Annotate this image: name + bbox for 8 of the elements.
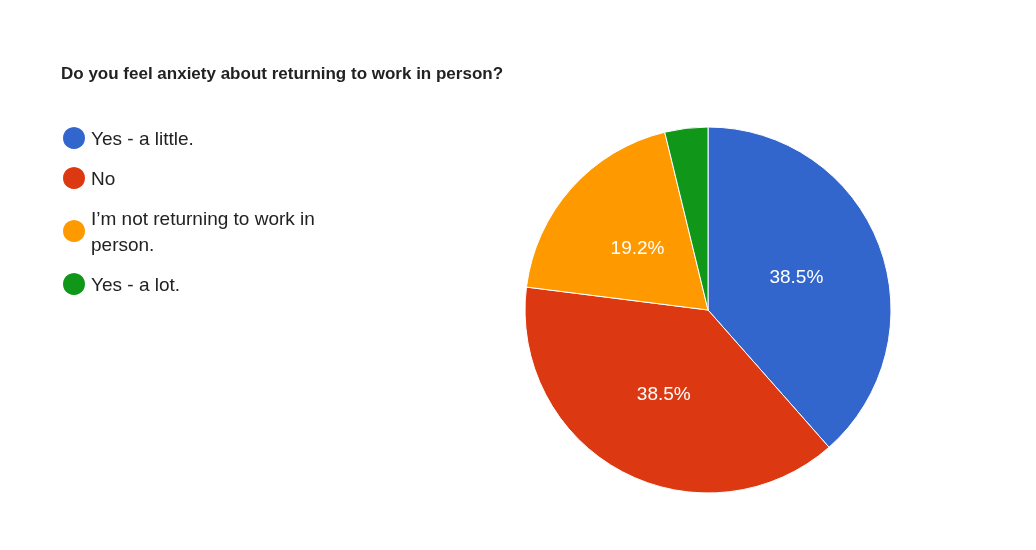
data-label: 38.5%: [769, 266, 824, 288]
legend-label: Yes - a lot.: [91, 273, 181, 295]
chart-title: Do you feel anxiety about returning to work in person?: [61, 64, 504, 83]
legend-label: No: [91, 167, 116, 189]
legend-label: I’m not returning to work in person.: [91, 207, 321, 255]
data-label: 38.5%: [636, 383, 691, 405]
data-label: 19.2%: [610, 236, 665, 258]
legend-label: Yes - a little.: [91, 127, 194, 149]
